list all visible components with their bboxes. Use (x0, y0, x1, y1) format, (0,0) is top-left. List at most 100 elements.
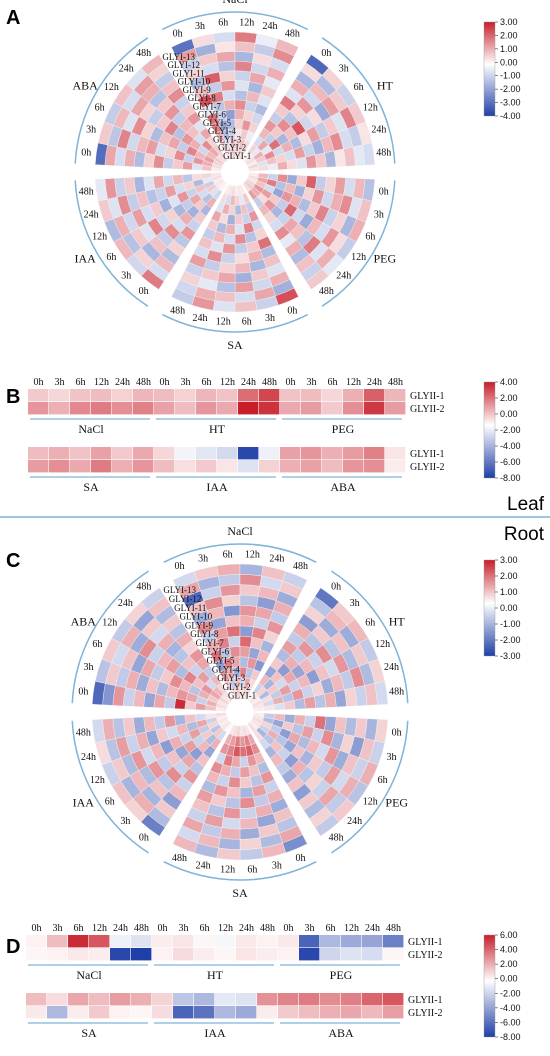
heatmap-cell-NaCl-1-3 (91, 402, 112, 415)
time-label: 12h (363, 796, 378, 807)
gene-label: GLYI-3 (217, 673, 246, 683)
heatmap-cell-a-IAA-5-5 (162, 175, 175, 188)
condition-label-ABA: ABA (328, 1026, 354, 1040)
condition-arc (331, 570, 409, 704)
heatmap-cell-SA-0-4 (112, 447, 133, 460)
heatmap-cell-SA-1-4 (112, 460, 133, 473)
heatmap-cell-IAA-0-1 (173, 993, 194, 1006)
gene-label: GLYI-9 (183, 85, 212, 95)
heatmap-cell-c-PEG-12-5 (314, 814, 340, 837)
heatmap-cell-HT-1-4 (238, 402, 259, 415)
condition-label-NaCl: NaCl (76, 968, 102, 982)
heatmap-cell-c-NaCl-5-2 (227, 635, 241, 648)
heatmap-cell-PEG-0-1 (299, 935, 320, 948)
time-label: 6h (74, 923, 84, 934)
time-label: 48h (285, 28, 300, 39)
heatmap-cell-c-NaCl-9-2 (221, 594, 241, 607)
heatmap-cell-SA-0-2 (68, 993, 89, 1006)
heatmap-cell-a-IAA-12-5 (94, 178, 108, 202)
heatmap-cell-ABA-1-3 (341, 1006, 362, 1019)
gene-label: GLYI-7 (193, 101, 222, 111)
heatmap-cell-PEG-1-0 (278, 948, 299, 961)
heatmap-cell-SA-1-0 (28, 460, 49, 473)
heatmap-cell-SA-1-3 (91, 460, 112, 473)
heatmap-cell-HT-0-1 (175, 389, 196, 402)
heatmap-cell-NaCl-1-5 (133, 402, 154, 415)
heatmap-cell-IAA-0-1 (175, 447, 196, 460)
heatmap-cell-NaCl-0-1 (49, 389, 70, 402)
time-label: 48h (172, 853, 187, 864)
heatmap-cell-IAA-1-1 (175, 460, 196, 473)
heatmap-cell-IAA-0-3 (215, 993, 236, 1006)
heatmap-cell-c-SA-12-2 (239, 847, 264, 861)
gene-label: GLYI-5 (206, 656, 235, 666)
time-label: 6h (95, 102, 105, 113)
heatmap-cell-c-ABA-6-0 (153, 693, 167, 709)
heatmap-cell-a-SA-6-3 (221, 243, 236, 255)
time-label: 0h (287, 306, 297, 317)
time-label: 24h (269, 553, 284, 564)
time-label: 0h (32, 923, 42, 934)
time-label: 6h (76, 377, 86, 388)
heatmap-cell-a-NaCl-11-3 (234, 41, 256, 54)
time-label: 48h (260, 923, 275, 934)
colorbar-tick-label: 4.00 (500, 377, 518, 387)
gene-label: GLYI-13 (163, 585, 196, 595)
colorbar-tick-label: 2.00 (500, 393, 518, 403)
heatmap-cell-HT-1-4 (236, 948, 257, 961)
gene-label: GLYI-2 (218, 143, 246, 153)
time-label: 6h (365, 618, 375, 629)
colorbar-tick-label: -2.00 (500, 84, 521, 94)
heatmap-cell-c-NaCl-10-3 (239, 584, 261, 597)
heatmap-cell-ABA-1-0 (278, 1006, 299, 1019)
time-label: 0h (139, 832, 149, 843)
heatmap-cell-a-NaCl-6-2 (221, 89, 236, 101)
heatmap-cell-HT-1-0 (154, 402, 175, 415)
heatmap-cell-SA-1-0 (26, 1006, 47, 1019)
gene-label: GLYI-10 (178, 77, 211, 87)
heatmap-cell-SA-1-5 (131, 1006, 152, 1019)
heatmap-cell-SA-1-5 (133, 460, 154, 473)
heatmap-cell-SA-0-4 (110, 993, 131, 1006)
heatmap-cell-c-PEG-7-0 (324, 716, 337, 733)
condition-label-IAA: IAA (206, 480, 228, 494)
time-label: 3h (265, 313, 275, 324)
colorbar-tick-label: -8.00 (500, 473, 521, 483)
condition-label-HT: HT (389, 615, 406, 629)
time-label: 48h (386, 923, 401, 934)
time-label: 6h (378, 775, 388, 786)
colorbar-tick-label: 4.00 (500, 945, 518, 955)
time-label: 12h (104, 82, 119, 93)
heatmap-cell-a-ABA-7-0 (143, 152, 156, 168)
time-label: 12h (245, 549, 260, 560)
time-label: 12h (351, 252, 366, 263)
heatmap-cell-PEG-1-4 (362, 948, 383, 961)
heatmap-cell-HT-1-3 (215, 948, 236, 961)
heatmap-cell-a-PEG-6-0 (305, 175, 317, 190)
time-label: 6h (202, 377, 212, 388)
heatmap-cell-a-SA-12-3 (212, 300, 236, 313)
time-label: 48h (79, 187, 94, 198)
time-label: 24h (371, 124, 386, 135)
heatmap-cell-PEG-1-2 (320, 948, 341, 961)
time-label: 48h (319, 286, 334, 297)
heatmap-cell-c-HT-7-5 (324, 691, 337, 708)
colorbar-tick-label: 6.00 (500, 930, 518, 940)
heatmap-cell-NaCl-0-0 (26, 935, 47, 948)
heatmap-cell-NaCl-0-0 (28, 389, 49, 402)
heatmap-cell-a-SA-11-3 (214, 290, 236, 303)
heatmap-cell-c-SA-11-3 (218, 837, 241, 850)
heatmap-cell-a-NaCl-7-2 (220, 80, 236, 92)
heatmap-cell-PEG-0-0 (278, 935, 299, 948)
heatmap-cell-NaCl-1-5 (131, 948, 152, 961)
time-label: 12h (92, 923, 107, 934)
heatmap-cell-NaCl-1-0 (26, 948, 47, 961)
heatmap-cell-HT-1-1 (173, 948, 194, 961)
time-label: 0h (160, 377, 170, 388)
colorbar-tick-label: -2.00 (500, 425, 521, 435)
heatmap-cell-IAA-0-0 (154, 447, 175, 460)
heatmap-cell-HT-1-2 (196, 402, 217, 415)
time-label: 24h (239, 923, 254, 934)
colorbar-tick-label: 3.00 (500, 17, 518, 27)
